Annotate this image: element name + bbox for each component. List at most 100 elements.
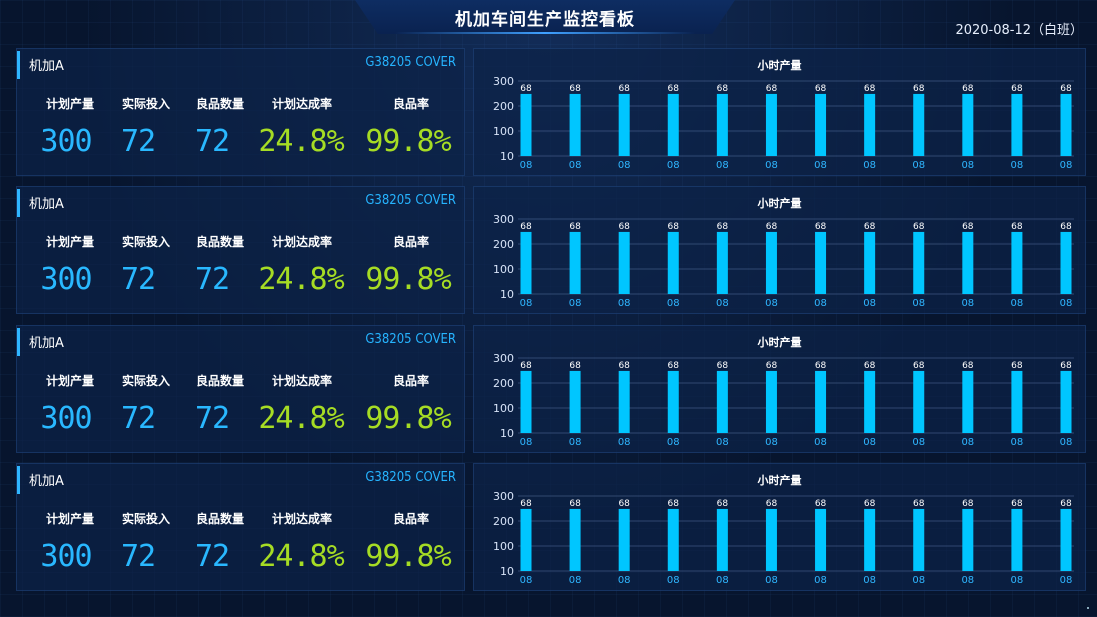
bar-data-label: 68 — [717, 361, 729, 371]
bar-data-label: 68 — [1011, 84, 1023, 94]
x-tick-label: 08 — [716, 160, 729, 171]
x-tick-label: 08 — [912, 298, 925, 309]
bar-data-label: 68 — [815, 499, 827, 509]
bar — [815, 93, 827, 156]
bar — [618, 93, 630, 156]
bar — [1060, 231, 1072, 294]
bar — [815, 370, 827, 433]
kpi-value: 72 — [194, 124, 230, 159]
bar-data-label: 68 — [668, 361, 680, 371]
bar-data-label: 68 — [962, 84, 974, 94]
kpi-label: 良品数量 — [195, 512, 244, 526]
bar-data-label: 68 — [1060, 361, 1072, 371]
x-tick-label: 08 — [765, 298, 778, 309]
bar-data-label: 68 — [864, 499, 876, 509]
bar — [962, 508, 974, 571]
bar-data-label: 68 — [668, 499, 680, 509]
x-tick-label: 08 — [912, 160, 925, 171]
x-tick-label: 08 — [520, 160, 533, 171]
bar — [618, 231, 630, 294]
bar — [1060, 370, 1072, 433]
x-tick-label: 08 — [1060, 437, 1073, 448]
product-code: G38205 COVER — [365, 470, 456, 485]
x-tick-label: 08 — [863, 160, 876, 171]
kpi-value: 99.8% — [365, 539, 451, 574]
x-tick-label: 08 — [765, 575, 778, 586]
y-tick-label: 10 — [500, 565, 514, 578]
product-code: G38205 COVER — [365, 55, 456, 70]
bar-data-label: 68 — [815, 361, 827, 371]
x-tick-label: 08 — [961, 160, 974, 171]
x-tick-label: 08 — [667, 575, 680, 586]
x-tick-label: 08 — [912, 437, 925, 448]
x-tick-label: 08 — [961, 437, 974, 448]
bar — [716, 93, 728, 156]
bar — [913, 231, 925, 294]
bar-data-label: 68 — [1011, 361, 1023, 371]
kpi-value: 72 — [194, 262, 230, 297]
kpi-value: 72 — [120, 124, 156, 159]
bar — [569, 508, 581, 571]
bar-data-label: 68 — [569, 222, 581, 232]
hourly-output-panel: 小时产量 10 100 200 300 68 08 68 08 68 08 68 08 68 08 68 08 6… — [473, 48, 1086, 176]
bar — [1011, 370, 1023, 433]
kpi-label: 计划达成率 — [271, 97, 332, 111]
kpi-value: 72 — [120, 262, 156, 297]
bar-data-label: 68 — [569, 361, 581, 371]
bar-data-label: 68 — [1060, 84, 1072, 94]
kpi-label: 良品率 — [392, 235, 429, 249]
x-tick-label: 08 — [520, 298, 533, 309]
product-code: G38205 COVER — [365, 193, 456, 208]
x-tick-label: 08 — [814, 160, 827, 171]
page-title: 机加车间生产监控看板 — [455, 10, 635, 30]
kpi-value: 72 — [120, 539, 156, 574]
bar-data-label: 68 — [717, 84, 729, 94]
bar-data-label: 68 — [569, 84, 581, 94]
x-tick-label: 08 — [961, 575, 974, 586]
bar-data-label: 68 — [962, 222, 974, 232]
shift-date: 2020-08-12（白班） — [955, 23, 1083, 38]
bar-data-label: 68 — [520, 84, 532, 94]
bar — [864, 93, 876, 156]
kpi-label: 计划产量 — [45, 374, 94, 388]
x-tick-label: 08 — [814, 575, 827, 586]
bar-data-label: 68 — [668, 222, 680, 232]
bar-data-label: 68 — [864, 222, 876, 232]
hourly-output-panel: 小时产量 10 100 200 300 68 08 68 08 68 08 68 08 68 08 68 08 6… — [473, 325, 1086, 453]
x-tick-label: 08 — [814, 298, 827, 309]
bar-data-label: 68 — [1060, 222, 1072, 232]
x-tick-label: 08 — [1011, 575, 1024, 586]
x-tick-label: 08 — [667, 160, 680, 171]
hourly-output-panel: 小时产量 10 100 200 300 68 08 68 08 68 08 68 08 68 08 68 08 6… — [473, 463, 1086, 591]
bar — [1011, 231, 1023, 294]
bar — [667, 508, 679, 571]
bar-data-label: 68 — [766, 222, 778, 232]
bar — [962, 370, 974, 433]
title-glow-line — [395, 32, 695, 34]
bar-data-label: 68 — [520, 222, 532, 232]
bar — [1011, 93, 1023, 156]
panel-accent-bar — [17, 51, 20, 79]
machine-row: 机加A G38205 COVER 计划产量 300 实际投入 72 良品数量 72 计划达成率 2… — [16, 186, 1086, 316]
x-tick-label: 08 — [1011, 437, 1024, 448]
x-tick-label: 08 — [618, 160, 631, 171]
bar — [716, 231, 728, 294]
machine-row: 机加A G38205 COVER 计划产量 300 实际投入 72 良品数量 72 计划达成率 2… — [16, 48, 1086, 178]
bar — [667, 231, 679, 294]
kpi-value: 72 — [194, 539, 230, 574]
y-tick-label: 100 — [493, 402, 514, 415]
bar-data-label: 68 — [766, 361, 778, 371]
bar-data-label: 68 — [1060, 499, 1072, 509]
bar-data-label: 68 — [668, 84, 680, 94]
x-tick-label: 08 — [667, 437, 680, 448]
kpi-label: 实际投入 — [121, 374, 170, 388]
kpi-value: 72 — [120, 401, 156, 436]
bar-data-label: 68 — [1011, 499, 1023, 509]
bar — [765, 370, 777, 433]
bar — [864, 231, 876, 294]
kpi-label: 计划产量 — [45, 235, 94, 249]
chart-title: 小时产量 — [757, 336, 802, 349]
bar-data-label: 68 — [913, 499, 925, 509]
kpi-label: 良品数量 — [195, 374, 244, 388]
kpi-value: 24.8% — [258, 401, 344, 436]
